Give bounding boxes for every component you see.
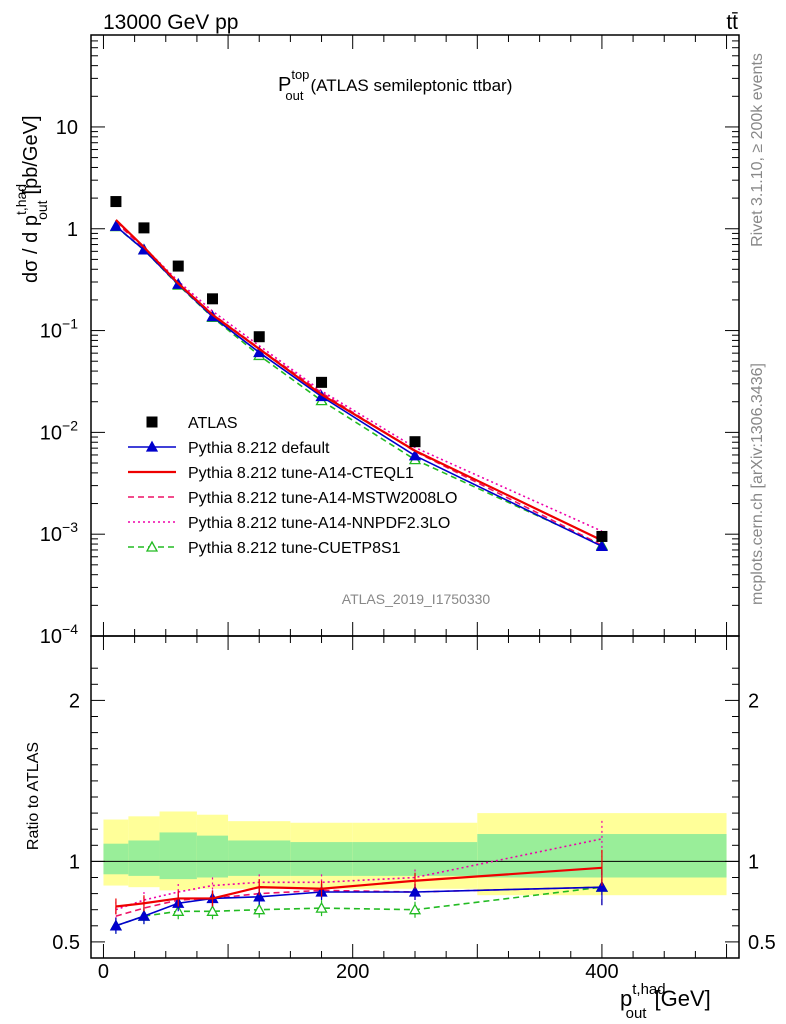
energy-label: 13000 GeV pp [103,11,238,34]
marker-triangle [109,919,123,931]
title-rest: (ATLAS semileptonic ttbar) [311,76,513,95]
y-tick-label: 10−3 [40,519,78,546]
marker-triangle [595,880,609,892]
y-tick-label-exp: −2 [62,417,78,433]
analysis-watermark: ATLAS_2019_I1750330 [342,591,491,607]
title-sup: top [291,67,309,82]
band-green [128,840,160,876]
mcplots-label: mcplots.cern.ch [arXiv:1306.3436] [749,363,766,605]
y-tick-label: 10−4 [40,621,78,648]
legend: ATLAS Pythia 8.212 default Pythia 8.212 tu… [128,415,457,557]
legend-label: Pythia 8.212 tune-A14-CTEQL1 [188,465,414,482]
marker-triangle [137,909,151,921]
ylabel-text: dσ / d p [20,215,42,283]
marker-triangle [408,885,422,897]
data-point [596,530,608,542]
y-tick-label-base: 10 [40,524,62,546]
legend-data-marker [146,416,158,428]
data-point [253,331,265,343]
y-tick-label: 10−2 [40,417,78,444]
main-series-layer [109,196,609,551]
band-green [228,840,291,876]
plot-title: Ptop out (ATLAS semileptonic ttbar) [278,67,512,103]
data-point [409,436,421,448]
data-point [138,222,150,234]
y-tick-label-base: 1 [67,219,78,241]
ratio-series-line [115,886,602,927]
marker-triangle [253,890,266,902]
title-sub: out [285,88,303,103]
legend-label: Pythia 8.212 tune-CUETP8S1 [188,540,401,557]
main-ylabel: dσ / d pt,had out [pb/GeV] [13,116,50,284]
ratio-y-tick-label-right: 2 [748,690,759,712]
xlabel-sup: t,had [632,981,665,998]
xlabel-unit: [GeV] [654,986,710,1011]
marker-triangle [408,449,422,461]
y-tick-label: 10−1 [40,316,78,343]
legend-label: Pythia 8.212 tune-A14-NNPDF2.3LO [188,515,450,532]
band-green [290,842,353,876]
y-tick-label: 10 [56,117,78,139]
ratio-y-tick-label-left: 1 [69,851,80,873]
ratio-y-tick-label-right: 0.5 [748,932,776,954]
y-tick-label-base: 10 [56,117,78,139]
marker-triangle [109,219,123,231]
y-tick-label-base: 10 [40,626,62,648]
xlabel-text: p [620,986,632,1011]
ratio-y-tick-label-left: 2 [69,690,80,712]
marker-triangle [253,903,266,915]
series-line [115,219,603,542]
data-point [207,293,218,305]
title-base: P [278,74,291,96]
marker-triangle [315,901,328,913]
y-tick-label-base: 10 [40,422,62,444]
xlabel: pt,had out [GeV] [620,981,711,1022]
series-line [115,225,603,548]
y-tick-label-exp: −3 [62,519,78,535]
y-tick-label-exp: −1 [62,316,78,332]
x-tick-label: 0 [98,961,109,983]
y-tick-label: 1 [67,219,78,241]
rivet-label: Rivet 3.1.10, ≥ 200k events [749,53,766,247]
x-tick-label: 400 [585,961,618,983]
ylabel-unit: [pb/GeV] [20,116,42,195]
band-green [159,832,197,880]
legend-label: Pythia 8.212 tune-A14-MSTW2008LO [188,490,457,507]
ratio-series-line [115,886,603,927]
ratio-series-line [115,866,602,908]
marker-triangle [145,540,159,552]
band-green [196,835,229,878]
data-point [110,196,122,208]
xlabel-sub: out [626,1005,648,1022]
ratio-series-line [115,838,603,911]
ratio-axis-ticks: 2 2 1 1 0.5 0.5 0 200 400 [52,636,776,983]
ratio-y-tick-label-left: 0.5 [52,932,80,954]
y-tick-label-base: 10 [40,321,62,343]
ylabel-sup: t,had [13,184,29,215]
legend-label: ATLAS [188,415,238,432]
ratio-panel: 2 2 1 1 0.5 0.5 0 200 400 Ratio to ATLAS pt,had o… [25,635,776,1022]
marker-triangle [206,904,219,916]
series-line [115,220,603,532]
marker-triangle [408,903,422,915]
data-point [172,260,184,272]
ratio-y-tick-label-right: 1 [748,851,759,873]
process-label: tt̄ [726,11,738,34]
data-point [316,376,328,388]
x-tick-label: 200 [336,961,369,983]
legend-label: Pythia 8.212 default [188,440,330,457]
ratio-ylabel: Ratio to ATLAS [25,742,42,850]
marker-triangle [595,539,609,551]
ylabel-sub: out [34,200,50,220]
y-tick-label-exp: −4 [62,621,78,637]
ratio-series-layer [109,820,609,934]
marker-triangle [145,440,159,452]
band-green [103,843,129,875]
